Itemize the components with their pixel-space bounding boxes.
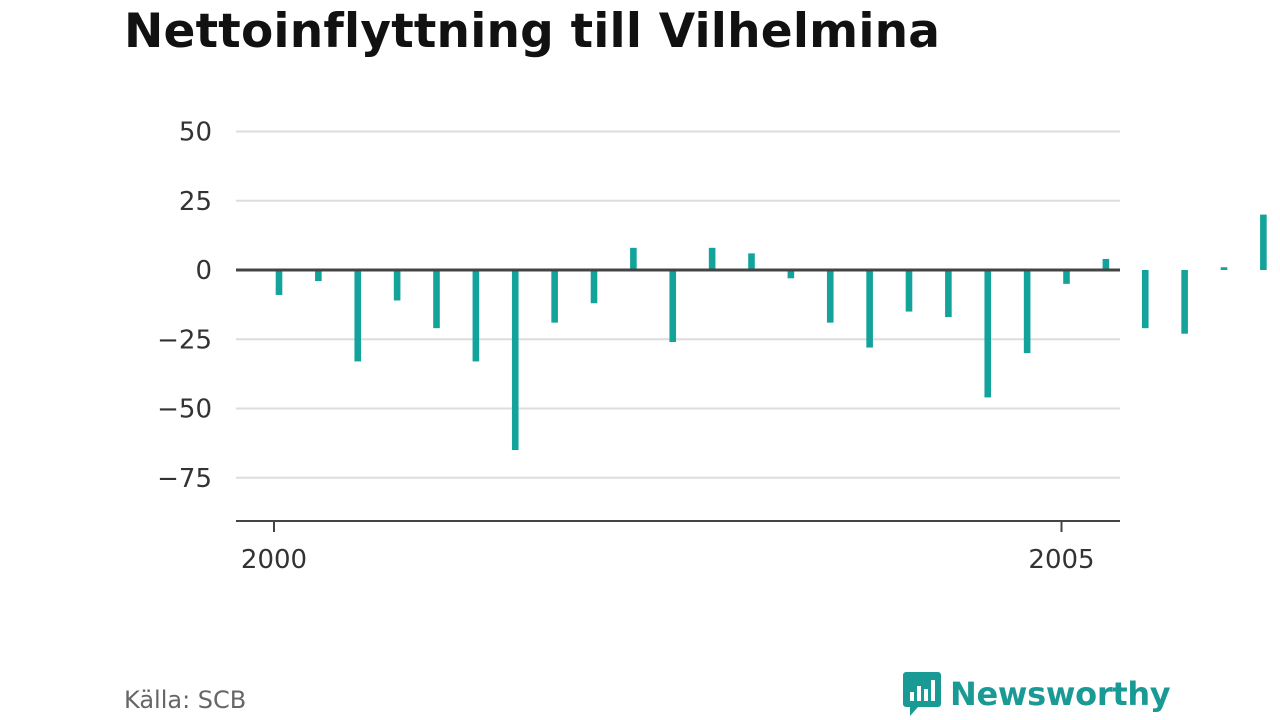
y-axis-ticks: 50 25 0 −25 −50 −75 [157,118,212,494]
bar [945,270,952,318]
newsworthy-logo-icon [903,672,941,716]
bar [748,253,755,270]
bar [472,270,480,362]
bar [590,270,598,304]
y-tick-label: −50 [157,395,212,425]
chart-title: Nettoinflyttning till Vilhelmina [124,4,941,59]
bar [275,270,283,295]
bar [1220,267,1228,270]
gridlines [236,130,1120,479]
bar [905,270,913,312]
bar [866,270,873,348]
bar [1141,270,1149,329]
bar [1063,270,1070,284]
bar [826,270,834,323]
bar [669,270,677,343]
bar [433,270,440,329]
x-axis-ticks: 200020052010201520202025 [241,521,1095,575]
y-tick-label: 25 [179,187,212,217]
bar [354,270,362,362]
y-tick-label: 0 [195,256,212,286]
newsworthy-logo[interactable]: Newsworthy [902,670,1171,718]
bar [787,270,795,279]
x-tick-label: 2000 [241,545,307,575]
bar [630,247,637,270]
bar [511,270,519,451]
bar [1102,258,1110,270]
bar [1260,214,1267,270]
brand-name: Newsworthy [950,675,1171,713]
y-tick-label: 50 [179,118,212,148]
y-tick-label: −75 [157,464,212,494]
bar [1181,270,1188,334]
bar [1023,270,1031,354]
bar [984,270,992,398]
bar [393,270,401,301]
x-tick-label: 2005 [1028,545,1094,575]
source-note: Källa: SCB [124,686,247,714]
bars [275,214,1267,451]
bar [315,270,322,282]
bar [551,270,558,323]
bar [708,247,716,270]
y-tick-label: −25 [157,325,212,355]
